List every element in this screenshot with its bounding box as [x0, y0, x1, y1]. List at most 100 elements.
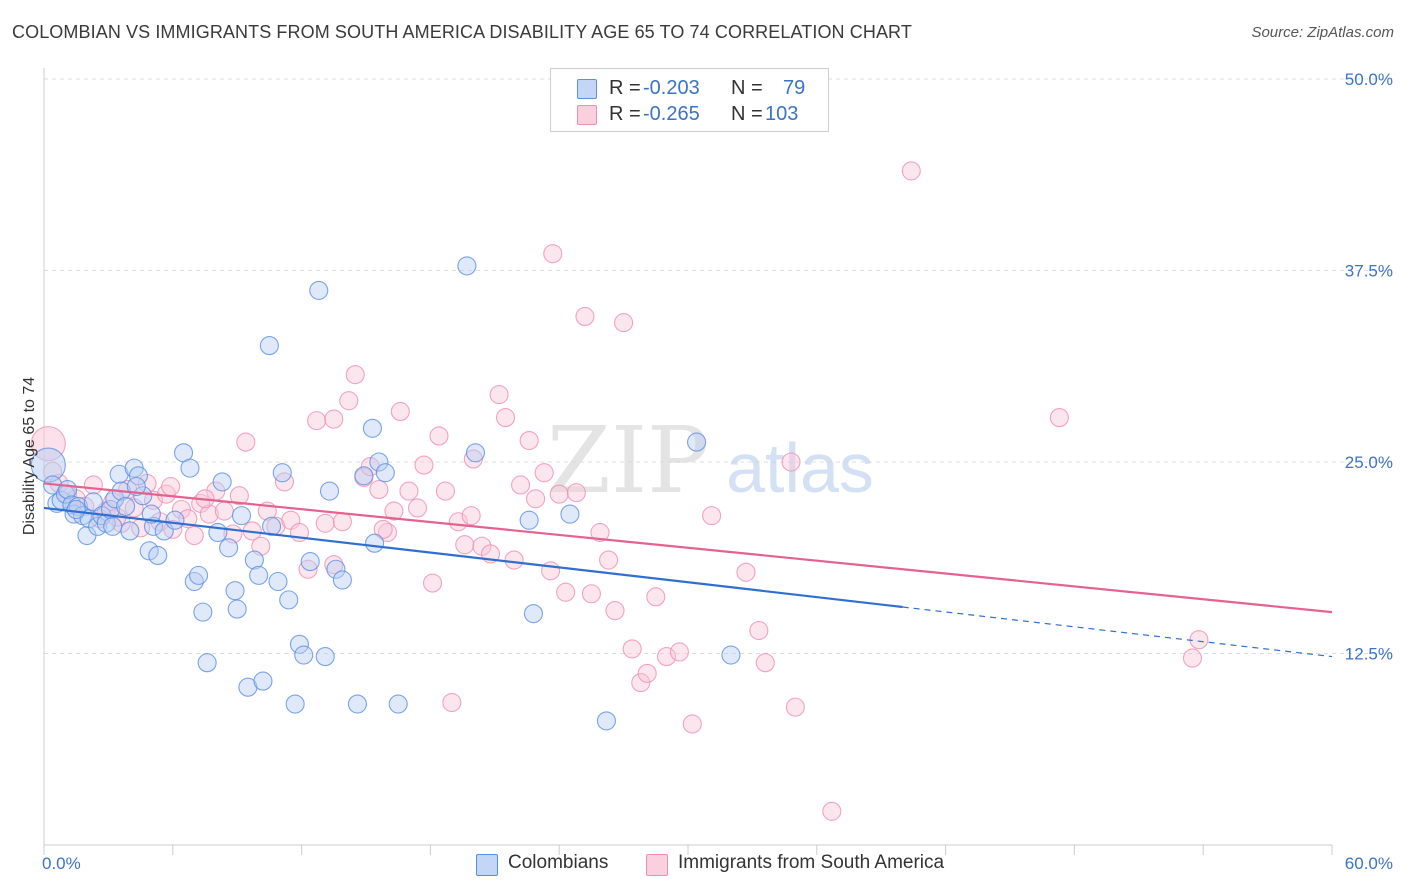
data-point: [193, 602, 213, 622]
data-point: [414, 455, 434, 475]
data-point: [345, 365, 365, 385]
data-point: [614, 313, 634, 333]
data-point: [161, 476, 181, 497]
data-point: [581, 584, 601, 604]
gridlines: [44, 78, 1392, 654]
data-point: [901, 161, 921, 181]
data-point: [219, 538, 239, 558]
watermark: ZIP atlas: [547, 407, 874, 514]
data-point: [523, 604, 543, 624]
data-point: [369, 480, 389, 500]
data-point: [116, 496, 136, 516]
data-point: [556, 582, 576, 602]
data-point: [197, 653, 217, 673]
data-point: [549, 484, 569, 504]
data-point: [375, 463, 395, 483]
data-point: [126, 476, 146, 497]
trend-line-colombians: [43, 506, 903, 609]
data-point: [66, 499, 86, 520]
legend-r-label: R =: [609, 77, 641, 99]
legend-n-label: N =: [731, 103, 763, 125]
data-point: [1189, 630, 1209, 650]
data-point: [702, 506, 722, 526]
data-point: [227, 599, 247, 619]
data-point: [332, 512, 352, 532]
data-point: [781, 452, 801, 472]
data-point: [384, 501, 404, 521]
data-point: [199, 504, 219, 524]
data-point: [362, 418, 382, 438]
data-point: [285, 694, 305, 714]
data-point: [229, 486, 249, 506]
trend-line-immigrants: [43, 482, 1333, 614]
data-point: [822, 801, 842, 821]
data-point: [268, 571, 288, 592]
data-point: [1049, 408, 1069, 428]
legend-swatch-colombians: [577, 79, 597, 99]
data-point: [298, 559, 318, 579]
data-point: [307, 411, 327, 431]
data-point: [30, 447, 66, 483]
data-point: [465, 443, 486, 463]
data-point: [373, 519, 393, 539]
data-point: [755, 653, 775, 673]
data-point: [165, 510, 185, 530]
data-point: [184, 525, 204, 546]
legend-n-label: N =: [731, 77, 763, 99]
data-point: [83, 492, 103, 512]
data-point: [519, 510, 539, 530]
data-point: [622, 639, 642, 659]
y-tick-label: 25.0%: [1345, 453, 1393, 472]
data-point: [669, 642, 689, 662]
watermark-zip: ZIP: [547, 407, 709, 514]
series-legend-label: Colombians: [508, 852, 609, 873]
legend-n-value: 79: [783, 77, 806, 99]
data-point: [347, 694, 367, 714]
data-point: [504, 550, 524, 570]
data-point: [435, 481, 455, 501]
data-point: [388, 694, 408, 714]
data-point: [541, 561, 561, 581]
data-point: [399, 481, 419, 501]
data-point: [590, 522, 610, 543]
data-point: [100, 499, 121, 520]
data-point: [599, 550, 619, 570]
y-tick-label: 50.0%: [1345, 70, 1393, 89]
data-point: [365, 533, 385, 553]
data-point: [575, 306, 595, 327]
data-point: [637, 663, 657, 683]
data-point: [272, 463, 292, 483]
y-tick-labels: 12.5% 25.0% 37.5% 50.0%: [1345, 70, 1393, 664]
data-point: [236, 432, 256, 452]
data-point: [407, 498, 428, 518]
data-point: [656, 647, 677, 667]
legend-swatch-immigrants: [577, 105, 597, 125]
data-point: [315, 647, 335, 667]
data-point: [369, 452, 389, 472]
data-point: [300, 552, 320, 572]
data-point: [605, 601, 625, 621]
legend-row-colombians: R = -0.203 N = 79: [551, 75, 828, 101]
legend-row-immigrants: R = -0.265 N = 103: [551, 101, 828, 127]
data-point: [596, 711, 616, 731]
data-point: [560, 504, 580, 524]
stats-legend: R = -0.203 N = 79 R = -0.265 N = 103: [550, 68, 829, 132]
data-point: [212, 472, 232, 492]
data-point: [309, 280, 329, 300]
trend-lines: [43, 482, 1333, 658]
data-point: [231, 506, 252, 526]
data-point: [141, 504, 161, 524]
trend-line-colombians-extrapolated: [902, 606, 1333, 658]
chart-source: Source: ZipAtlas.com: [1251, 24, 1394, 41]
data-point: [208, 522, 228, 543]
series-immigrants-points: [30, 161, 1209, 821]
data-point: [332, 570, 352, 590]
data-point: [429, 426, 449, 446]
legend-r-value: -0.265: [643, 103, 700, 125]
data-point: [324, 409, 344, 429]
data-point: [279, 590, 299, 610]
data-point: [489, 385, 509, 405]
data-point: [1182, 648, 1203, 668]
data-point: [566, 483, 586, 503]
